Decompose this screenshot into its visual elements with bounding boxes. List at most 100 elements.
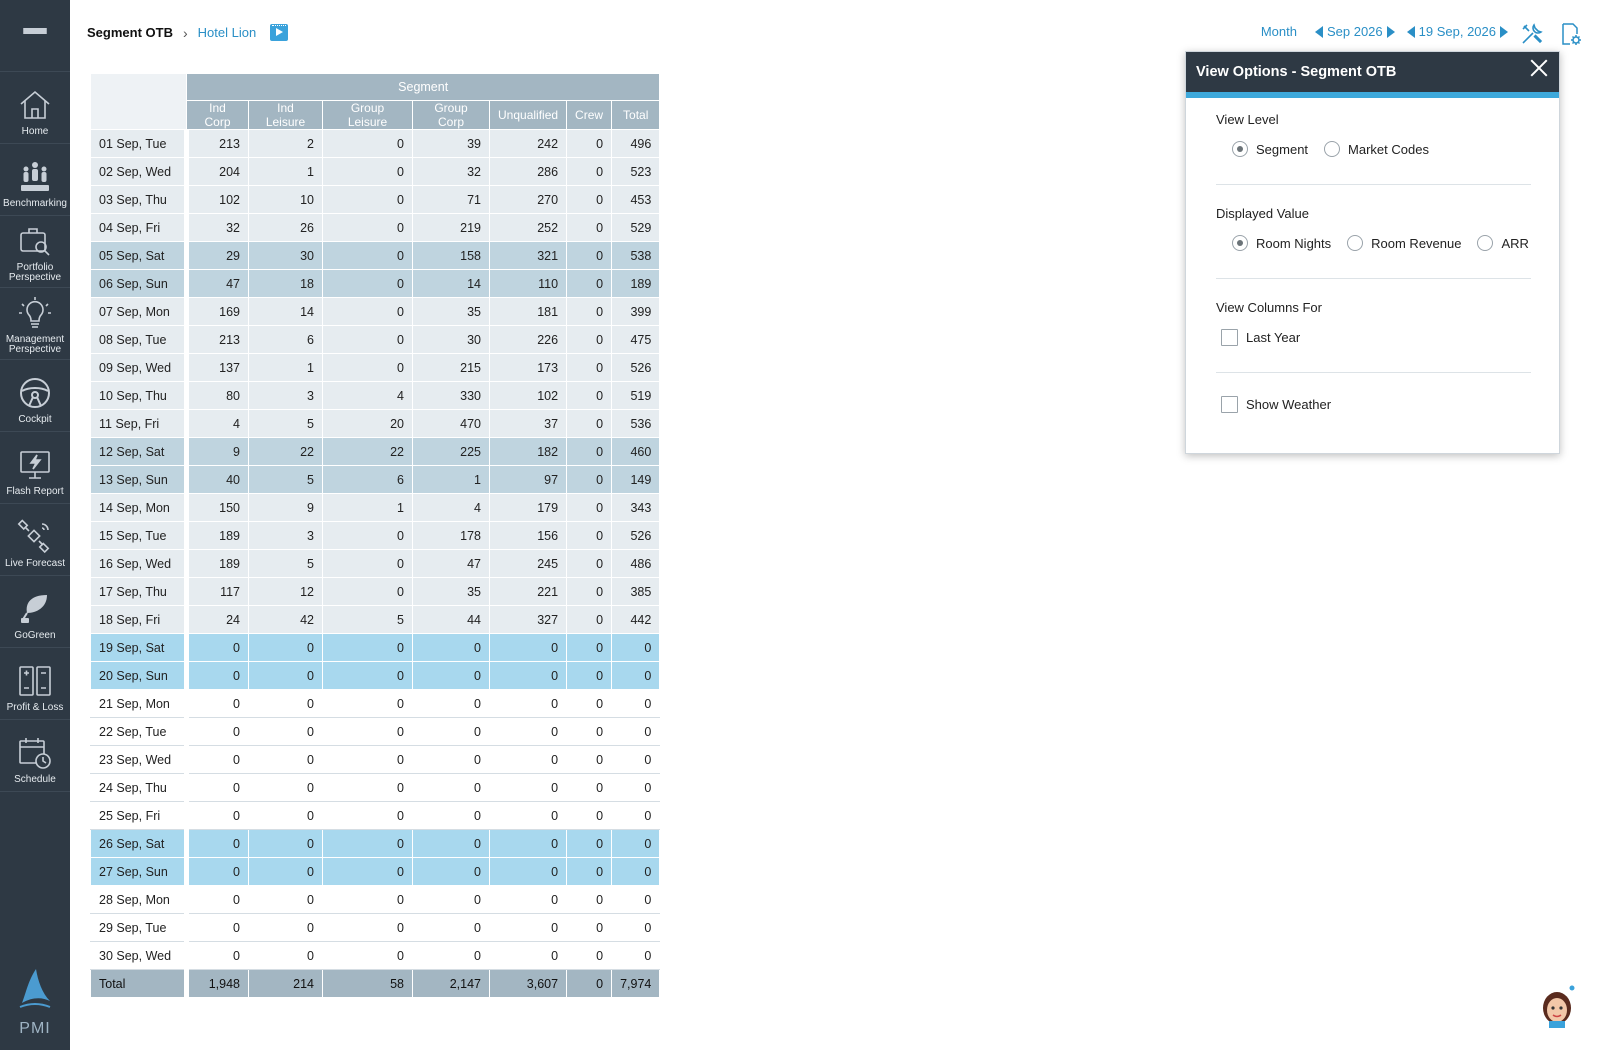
table-cell[interactable]: 0	[566, 829, 613, 858]
next-date-icon[interactable]	[1500, 25, 1508, 38]
prev-date-icon[interactable]	[1406, 25, 1415, 38]
table-cell[interactable]: 0	[412, 745, 490, 774]
next-month-icon[interactable]	[1386, 25, 1395, 38]
radio-button[interactable]	[1477, 235, 1494, 251]
table-cell[interactable]: 12	[248, 577, 323, 606]
table-cell[interactable]: 0	[322, 745, 413, 774]
table-cell[interactable]: 0	[566, 689, 613, 718]
tools-icon[interactable]	[1520, 22, 1544, 46]
table-cell[interactable]: 32	[412, 157, 490, 186]
table-cell[interactable]: 0	[611, 717, 661, 746]
table-cell[interactable]: 252	[488, 213, 568, 242]
table-cell[interactable]: 0	[611, 829, 661, 858]
table-cell[interactable]: 0	[186, 913, 249, 942]
table-cell[interactable]: 0	[566, 185, 613, 214]
table-cell[interactable]: 3	[248, 521, 323, 550]
table-cell[interactable]: 460	[611, 437, 661, 466]
table-cell[interactable]: 221	[488, 577, 568, 606]
table-cell[interactable]: 35	[412, 577, 490, 606]
table-cell[interactable]: 1	[248, 157, 323, 186]
table-cell[interactable]: 189	[611, 269, 661, 298]
table-cell[interactable]: 149	[611, 465, 661, 494]
table-cell[interactable]: 137	[186, 353, 249, 382]
radio-segment[interactable]: Segment	[1232, 141, 1308, 157]
table-cell[interactable]: 0	[566, 381, 613, 410]
table-cell[interactable]: 0	[186, 773, 249, 802]
table-cell[interactable]: 536	[611, 409, 661, 438]
table-cell[interactable]: 0	[611, 745, 661, 774]
radio-button[interactable]	[1324, 141, 1341, 157]
table-cell[interactable]: 5	[248, 549, 323, 578]
table-cell[interactable]: 0	[322, 185, 413, 214]
sidebar-item-cockpit[interactable]: Cockpit	[0, 360, 70, 432]
table-cell[interactable]: 538	[611, 241, 661, 270]
table-cell[interactable]: 0	[186, 885, 249, 914]
table-cell[interactable]: 35	[412, 297, 490, 326]
sidebar-item-management-perspective[interactable]: Management Perspective	[0, 288, 70, 360]
table-cell[interactable]: 0	[488, 801, 568, 830]
column-header[interactable]: Group Leisure	[322, 100, 413, 130]
table-cell[interactable]: 0	[566, 577, 613, 606]
table-cell[interactable]: 0	[322, 941, 413, 970]
month-selector[interactable]: Sep 2026	[1326, 24, 1383, 39]
table-cell[interactable]: 22	[322, 437, 413, 466]
table-cell[interactable]: 42	[248, 605, 323, 634]
table-cell[interactable]: 0	[322, 801, 413, 830]
table-cell[interactable]: 0	[322, 661, 413, 690]
radio-arr[interactable]: ARR	[1477, 235, 1529, 251]
table-cell[interactable]: 6	[248, 325, 323, 354]
table-cell[interactable]: 0	[488, 633, 568, 662]
table-cell[interactable]: 40	[186, 465, 249, 494]
table-cell[interactable]: 150	[186, 493, 249, 522]
checkbox[interactable]	[1221, 329, 1238, 346]
checkbox[interactable]	[1221, 396, 1238, 413]
table-cell[interactable]: 0	[488, 689, 568, 718]
table-cell[interactable]: 0	[412, 941, 490, 970]
table-cell[interactable]: 0	[566, 941, 613, 970]
table-cell[interactable]: 26	[248, 213, 323, 242]
table-cell[interactable]: 47	[412, 549, 490, 578]
table-cell[interactable]: 226	[488, 325, 568, 354]
table-cell[interactable]: 0	[488, 885, 568, 914]
sidebar-item-home[interactable]: Home	[0, 72, 70, 144]
table-cell[interactable]: 0	[322, 829, 413, 858]
table-cell[interactable]: 0	[412, 885, 490, 914]
table-cell[interactable]: 0	[322, 633, 413, 662]
table-cell[interactable]: 0	[566, 493, 613, 522]
table-cell[interactable]: 24	[186, 605, 249, 634]
table-cell[interactable]: 0	[611, 773, 661, 802]
table-cell[interactable]: 0	[322, 857, 413, 886]
radio-button[interactable]	[1232, 235, 1248, 251]
radio-button[interactable]	[1347, 235, 1364, 251]
table-cell[interactable]: 0	[186, 689, 249, 718]
table-cell[interactable]: 1	[322, 493, 413, 522]
table-cell[interactable]: 4	[412, 493, 490, 522]
table-cell[interactable]: 39	[412, 129, 490, 158]
table-cell[interactable]: 0	[322, 213, 413, 242]
table-cell[interactable]: 0	[611, 661, 661, 690]
radio-button[interactable]	[1232, 141, 1248, 157]
table-cell[interactable]: 6	[322, 465, 413, 494]
table-cell[interactable]: 470	[412, 409, 490, 438]
table-cell[interactable]: 169	[186, 297, 249, 326]
table-cell[interactable]: 0	[322, 577, 413, 606]
table-cell[interactable]: 0	[488, 941, 568, 970]
table-cell[interactable]: 0	[322, 241, 413, 270]
table-cell[interactable]: 0	[611, 633, 661, 662]
table-cell[interactable]: 225	[412, 437, 490, 466]
table-cell[interactable]: 0	[322, 549, 413, 578]
table-cell[interactable]: 0	[566, 521, 613, 550]
table-cell[interactable]: 0	[248, 689, 323, 718]
table-cell[interactable]: 0	[248, 857, 323, 886]
table-cell[interactable]: 0	[566, 241, 613, 270]
table-cell[interactable]: 0	[566, 465, 613, 494]
table-cell[interactable]: 0	[488, 857, 568, 886]
table-cell[interactable]: 0	[186, 633, 249, 662]
column-header[interactable]: Group Corp	[412, 100, 490, 130]
table-cell[interactable]: 0	[566, 269, 613, 298]
table-cell[interactable]: 18	[248, 269, 323, 298]
table-cell[interactable]: 215	[412, 353, 490, 382]
table-cell[interactable]: 0	[186, 745, 249, 774]
sidebar-item-portfolio-perspective[interactable]: Portfolio Perspective	[0, 216, 70, 288]
sidebar-item-profit-loss[interactable]: Profit & Loss	[0, 648, 70, 720]
